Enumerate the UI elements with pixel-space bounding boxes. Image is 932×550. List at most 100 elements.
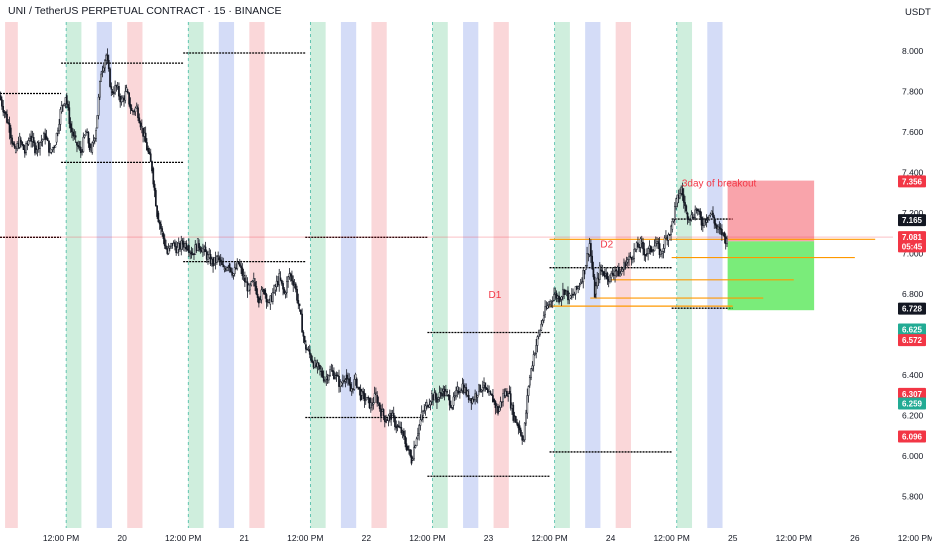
session-bands [5, 22, 723, 528]
candle-body [188, 245, 190, 253]
candle-body [448, 395, 451, 406]
candle-body [333, 371, 335, 380]
candle-body [621, 268, 624, 272]
candle-body [258, 297, 260, 304]
stop-loss-zone[interactable] [727, 180, 815, 242]
candle-body [459, 391, 461, 394]
x-axis[interactable]: 12:00 PM 20 12:00 PM 21 12:00 PM 22 12:00 PM 23… [43, 533, 932, 543]
x-tick-label: 12:00 PM [287, 533, 323, 543]
candle-body [289, 273, 292, 276]
candle-body [48, 140, 50, 153]
candle-body [467, 395, 470, 401]
price-badge-bg [898, 175, 926, 188]
candle-body [633, 249, 635, 259]
candle-body [394, 416, 396, 427]
candle-body [9, 127, 12, 139]
candle-body [55, 133, 58, 143]
candle-body [544, 306, 546, 315]
candle-body [212, 258, 214, 267]
candle-body [521, 435, 524, 441]
candle-body [408, 449, 410, 451]
candle-body [139, 122, 142, 128]
candle-body [551, 300, 554, 302]
candle-body [542, 315, 545, 321]
candle-body [210, 258, 213, 265]
support-lines[interactable] [549, 238, 876, 307]
candle-body [37, 142, 40, 149]
candle-body [661, 251, 663, 254]
candle-body [308, 349, 311, 355]
candle-body [226, 267, 228, 271]
candle-body [526, 395, 529, 414]
candle-body [424, 405, 427, 412]
candle-body [657, 241, 660, 244]
candle-body [531, 365, 534, 370]
candle-body [427, 405, 429, 408]
candle-body [324, 380, 326, 382]
candle-body [691, 216, 694, 219]
candle-body [389, 413, 391, 416]
candle-body [233, 267, 236, 275]
candle-body [306, 349, 309, 351]
candle-body [29, 138, 31, 141]
candle-body [273, 285, 275, 293]
candle-body [143, 132, 146, 137]
candle-body [583, 270, 586, 275]
candle-body [503, 395, 506, 397]
candle-body [578, 285, 581, 288]
candle-body [414, 445, 417, 448]
x-tick-label: 12:00 PM [165, 533, 201, 543]
candle-body [520, 429, 522, 436]
candle-body [686, 212, 689, 219]
short-position-tool[interactable] [727, 180, 815, 311]
candle-body [69, 123, 72, 129]
candle-body [23, 149, 26, 154]
candle-body [415, 438, 418, 447]
candle-body [694, 209, 697, 218]
candle-body [404, 435, 407, 444]
candle-body [623, 262, 625, 270]
candle-body [140, 125, 143, 128]
candle-body [541, 320, 544, 325]
candle-body [245, 281, 247, 283]
candle-body [235, 267, 237, 269]
candle-body [441, 393, 443, 397]
candle-body [572, 293, 574, 296]
candle-body [114, 85, 116, 94]
candle-body [17, 143, 20, 148]
session-band [127, 22, 143, 528]
x-tick-label: 12:00 PM [409, 533, 445, 543]
candle-body [156, 205, 158, 217]
candle-body [73, 135, 76, 137]
candle-body [556, 295, 559, 299]
annotation-label: D1 [488, 290, 501, 301]
candle-body [252, 278, 255, 282]
candle-body [462, 384, 465, 393]
candle-body [450, 404, 452, 408]
candle-body [522, 439, 525, 441]
candle-body [286, 281, 288, 293]
candle-body [58, 124, 61, 132]
candle-body [480, 389, 483, 392]
candle-body [246, 281, 249, 292]
x-tick-label: 24 [606, 533, 616, 543]
candle-body [54, 145, 57, 148]
candle-body [666, 237, 669, 241]
candle-body [339, 381, 342, 387]
candle-body [149, 153, 152, 162]
candle-body [353, 379, 356, 390]
candle-body [701, 222, 704, 226]
candle-body [87, 132, 90, 144]
candle-body [517, 424, 520, 429]
candle-body [596, 277, 599, 287]
take-profit-zone[interactable] [727, 241, 815, 311]
candle-body [166, 248, 169, 254]
candle-body [152, 168, 155, 185]
candle-body [297, 300, 300, 305]
candle-body [88, 142, 91, 151]
price-candles [0, 48, 728, 466]
candle-body [25, 143, 27, 153]
annotation-label: D2 [600, 239, 613, 250]
